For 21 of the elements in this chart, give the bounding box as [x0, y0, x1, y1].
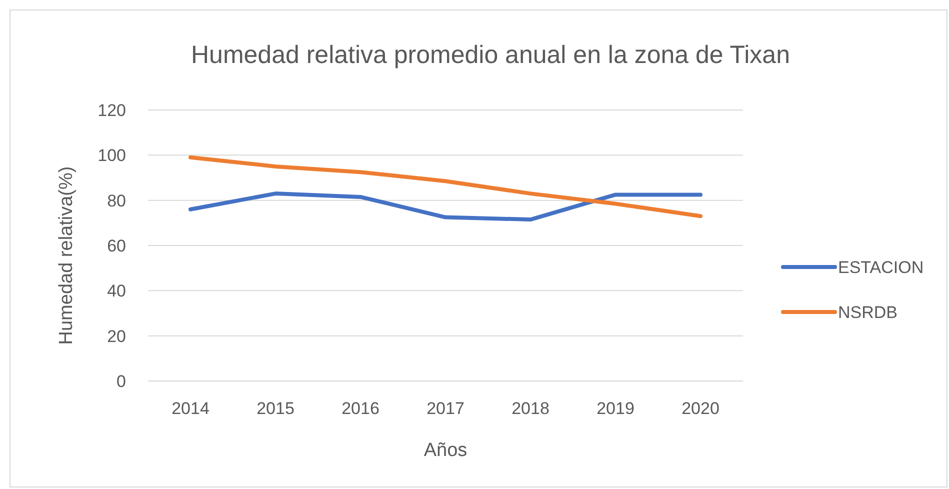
- y-axis-title: Humedad relativa(%): [56, 166, 77, 345]
- y-tick-label: 80: [107, 191, 126, 210]
- legend-label: ESTACION: [838, 258, 924, 277]
- legend-label: NSRDB: [838, 302, 898, 322]
- y-tick-label: 100: [98, 146, 126, 166]
- y-tick-label: 120: [98, 100, 126, 120]
- x-tick-label: 2019: [596, 399, 634, 418]
- x-axis-title: Años: [424, 440, 468, 461]
- x-tick-label: 2015: [256, 399, 294, 418]
- y-tick-label: 0: [116, 372, 126, 391]
- x-tick-label: 2016: [342, 399, 380, 418]
- x-tick-label: 2014: [172, 399, 210, 418]
- y-tick-label: 60: [107, 236, 126, 256]
- line-series: [188, 155, 702, 218]
- line-series: [188, 192, 702, 222]
- y-tick-label: 40: [107, 282, 126, 301]
- x-tick-label: 2018: [512, 399, 550, 418]
- x-tick-label: 2020: [682, 399, 720, 418]
- chart-title: Humedad relativa promedio anual en la zona de Tixan: [191, 41, 790, 69]
- y-tick-label: 20: [107, 326, 126, 346]
- x-tick-label: 2017: [426, 399, 464, 418]
